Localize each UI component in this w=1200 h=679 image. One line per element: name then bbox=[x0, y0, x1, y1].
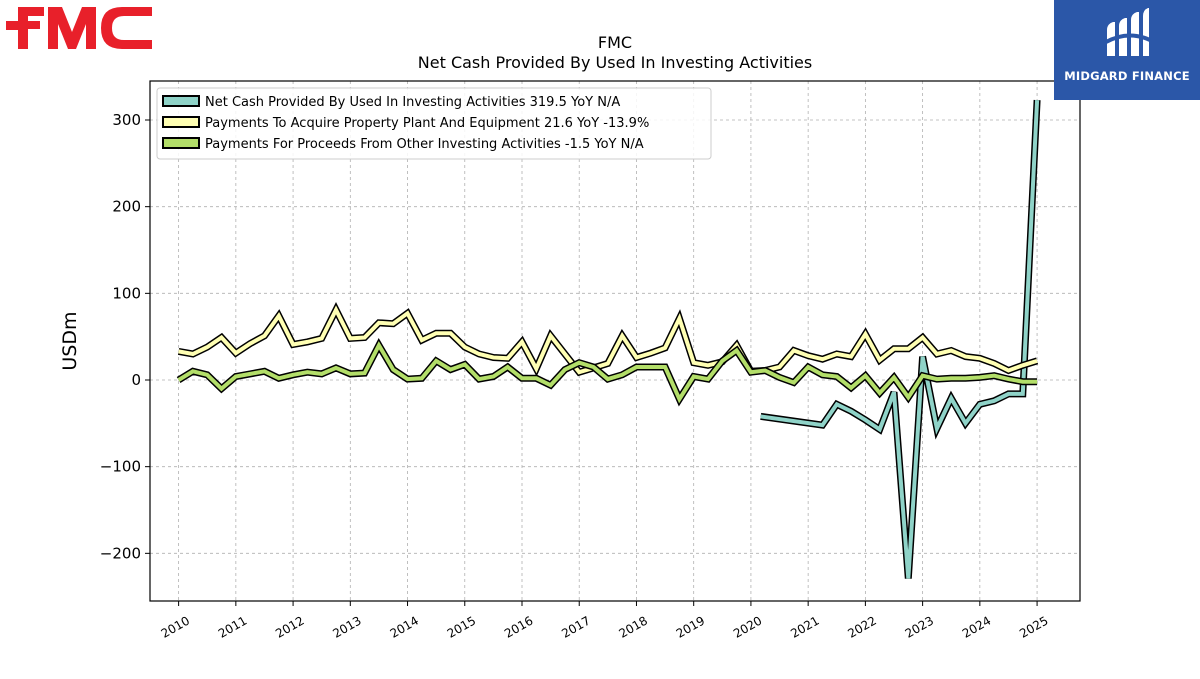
y-tick-label: 100 bbox=[112, 284, 141, 302]
series-layer bbox=[176, 99, 1041, 579]
grid bbox=[150, 81, 1080, 601]
midgard-emblem-icon bbox=[1105, 8, 1151, 56]
legend-box bbox=[156, 87, 712, 160]
y-tick-label: 300 bbox=[112, 111, 141, 129]
plot-frame bbox=[149, 80, 1081, 602]
chart-subtitle: Net Cash Provided By Used In Investing A… bbox=[418, 53, 812, 72]
legend-swatch bbox=[162, 116, 200, 128]
legend-swatch bbox=[162, 137, 200, 149]
y-tick-label: 0 bbox=[131, 371, 141, 389]
legend: Net Cash Provided By Used In Investing A… bbox=[156, 87, 712, 160]
legend-label: Net Cash Provided By Used In Investing A… bbox=[205, 95, 620, 110]
midgard-finance-logo: MIDGARD FINANCE bbox=[1054, 0, 1200, 100]
midgard-finance-wordmark: MIDGARD FINANCE bbox=[1064, 69, 1190, 83]
y-tick-label: 200 bbox=[112, 198, 141, 216]
series-line-3 bbox=[177, 341, 1038, 404]
legend-swatch bbox=[162, 95, 200, 107]
fmc-logo bbox=[4, 2, 154, 52]
legend-label: Payments To Acquire Property Plant And E… bbox=[205, 116, 649, 131]
y-tick-label: −200 bbox=[100, 544, 141, 562]
series-line-1 bbox=[760, 100, 1040, 579]
legend-label: Payments For Proceeds From Other Investi… bbox=[205, 137, 644, 152]
y-axis-label: USDm bbox=[59, 311, 81, 370]
series-line-2 bbox=[178, 305, 1038, 375]
y-tick-label: −100 bbox=[100, 458, 141, 476]
chart-title: FMC bbox=[598, 33, 632, 52]
